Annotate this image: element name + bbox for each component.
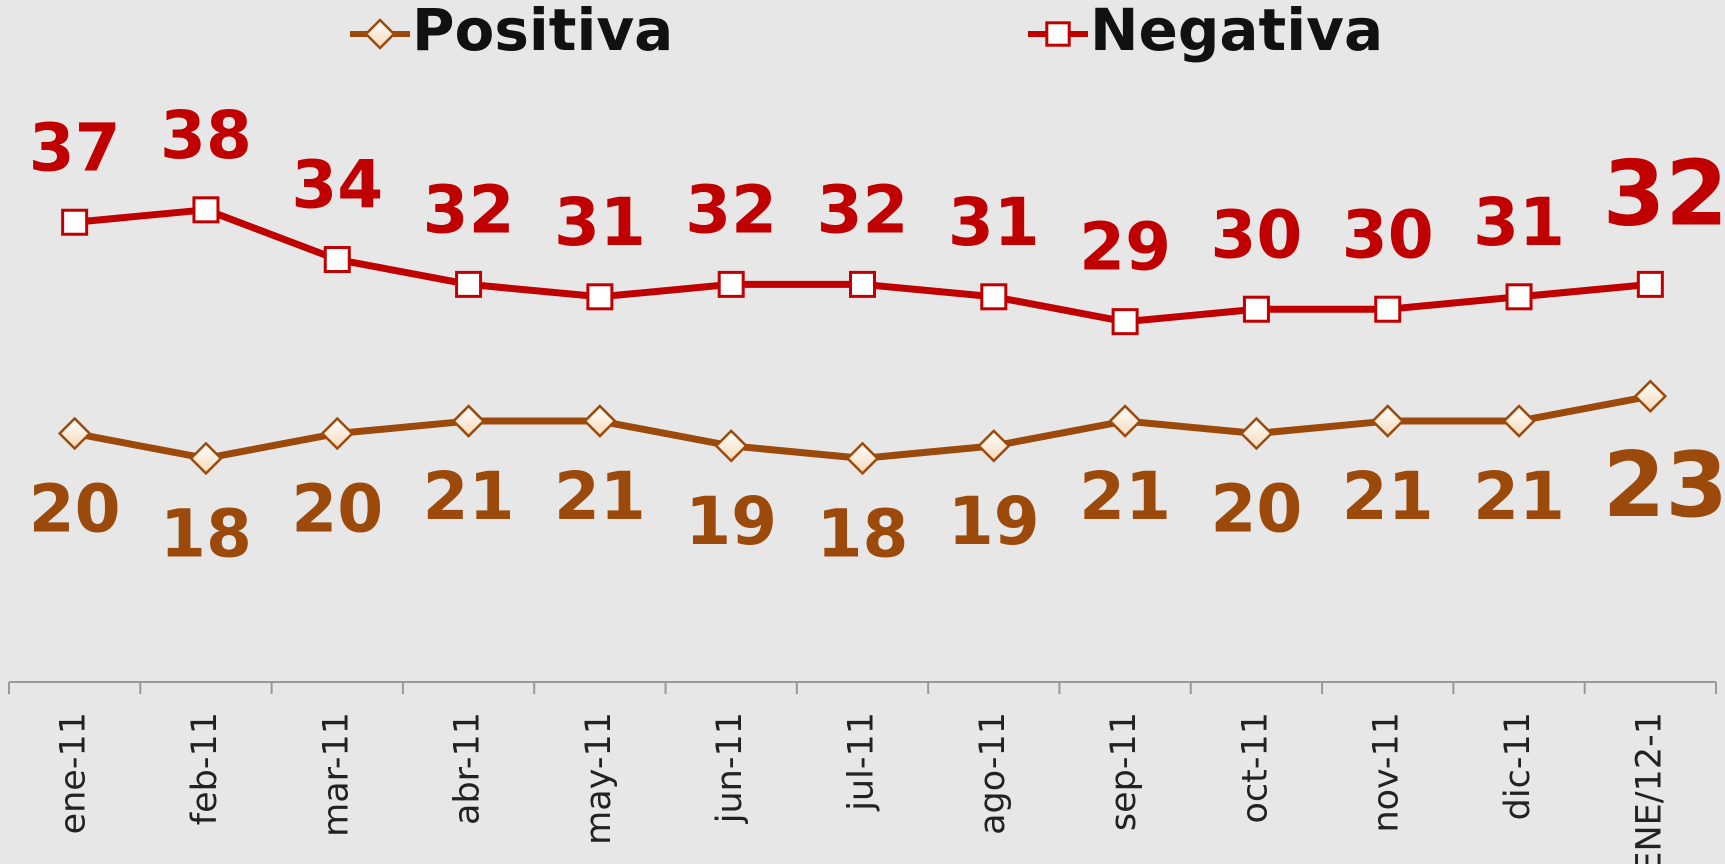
data-label: 32 [1603,141,1725,246]
marker [1505,283,1533,311]
marker [364,18,396,50]
x-tick-label: jun-11 [710,712,750,824]
marker [845,441,880,476]
marker [323,246,351,274]
data-label: 20 [291,471,383,548]
marker [1374,295,1402,323]
marker [1502,404,1536,438]
marker [1370,404,1405,438]
marker [586,283,614,311]
marker [455,270,483,298]
data-label: 34 [291,147,383,224]
marker [1636,270,1664,298]
data-label: 31 [948,184,1040,261]
legend-label: Negativa [1090,0,1383,64]
data-label: 23 [1603,433,1725,538]
data-label: 21 [1342,458,1434,535]
data-label: 30 [1342,196,1434,273]
marker [61,208,89,236]
x-tick-label: ENE/12-1 [1629,712,1669,864]
data-label: 19 [685,483,777,560]
data-label: 29 [1079,209,1171,286]
marker [189,441,223,476]
data-label: 18 [160,495,252,572]
x-tick-label: oct-11 [1235,712,1275,824]
marker [717,270,745,298]
data-label: 20 [1210,471,1302,548]
marker [1108,404,1142,438]
marker [980,283,1008,311]
x-tick-label: nov-11 [1367,712,1407,833]
x-tick-label: feb-11 [185,712,225,825]
data-label: 20 [29,471,121,548]
legend-label: Positiva [412,0,673,64]
data-label: 21 [1473,458,1565,535]
marker [1111,308,1139,336]
data-label: 32 [685,171,777,248]
data-label: 31 [554,184,646,261]
data-label: 21 [554,458,646,535]
x-tick-label: ene-11 [54,712,94,834]
x-tick-label: jul-11 [842,712,882,812]
marker [451,404,486,438]
marker [977,429,1011,463]
data-label: 18 [817,495,909,572]
marker [57,416,92,451]
marker [320,416,355,451]
marker [1633,379,1668,413]
marker [1239,416,1274,451]
marker [714,429,748,463]
marker [192,196,220,224]
x-tick-label: sep-11 [1104,712,1144,831]
marker [583,404,617,438]
data-label: 21 [1079,458,1171,535]
x-tick-label: ago-11 [973,712,1013,835]
x-tick-label: mar-11 [316,712,356,837]
x-tick-label: abr-11 [448,712,488,825]
data-label: 37 [29,109,121,186]
data-label: 21 [423,458,515,535]
marker [1045,21,1071,47]
data-label: 32 [423,171,515,248]
marker [1242,295,1270,323]
x-tick-label: may-11 [579,712,619,845]
data-label: 19 [948,483,1040,560]
data-label: 32 [817,171,909,248]
data-label: 38 [160,97,252,174]
data-label: 31 [1473,184,1565,261]
data-label: 30 [1210,196,1302,273]
x-tick-label: dic-11 [1498,712,1538,820]
marker [849,270,876,298]
